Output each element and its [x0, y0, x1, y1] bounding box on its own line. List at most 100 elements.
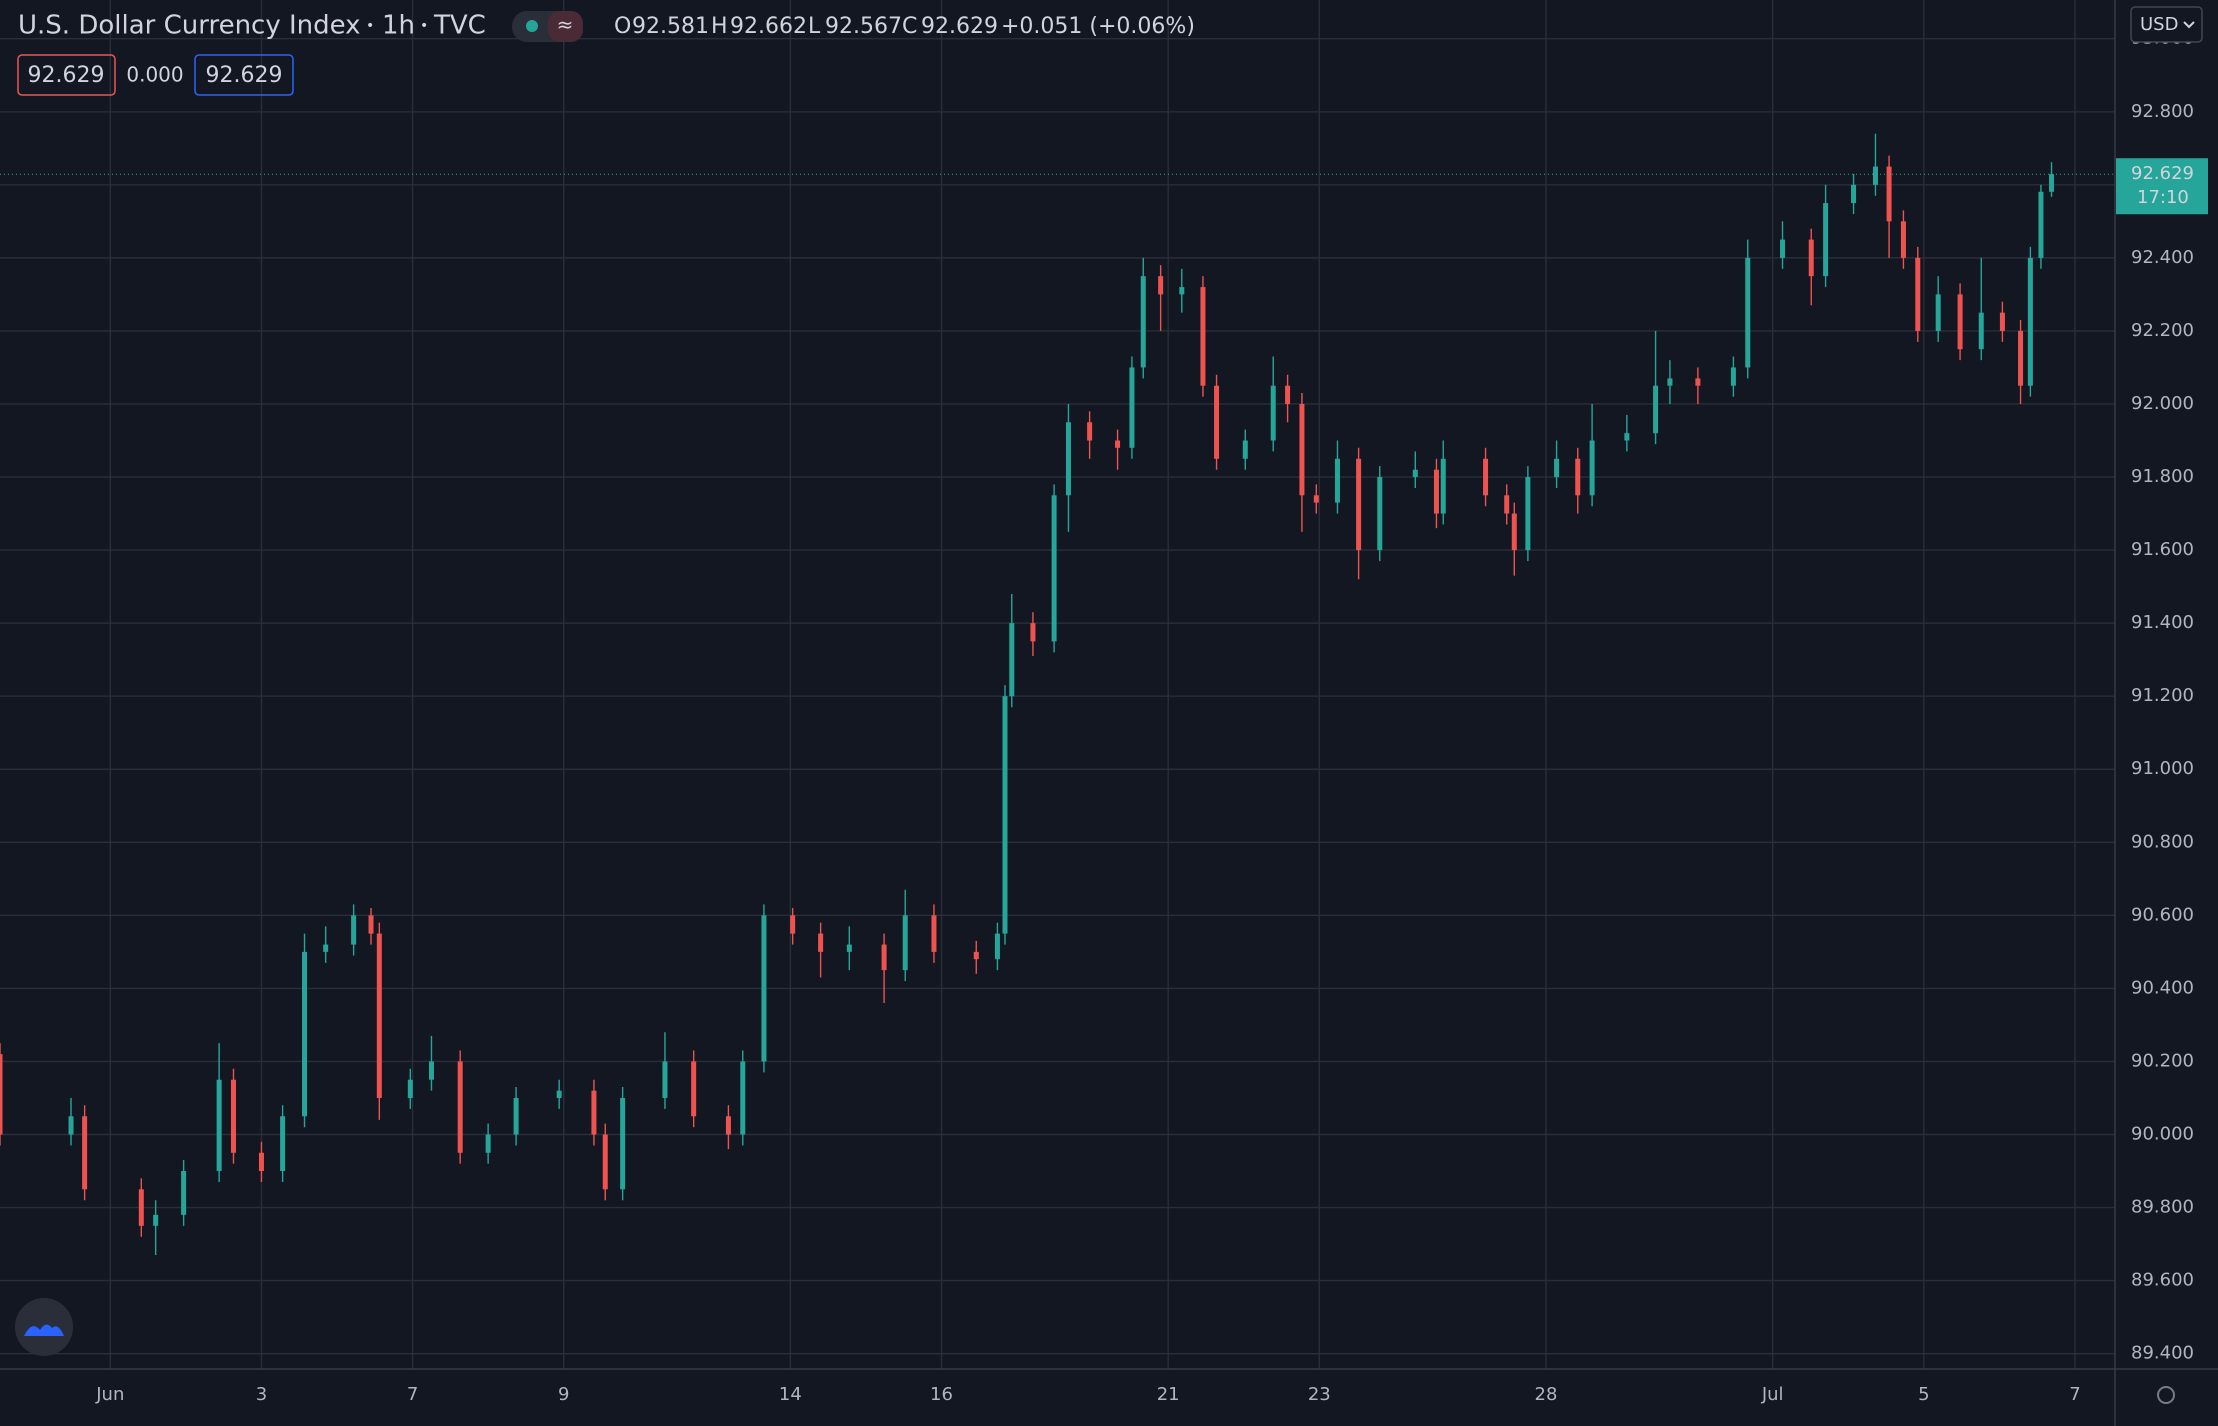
exchange: TVC — [433, 11, 486, 41]
candle-body — [556, 1090, 562, 1098]
candle-body — [2027, 257, 2033, 386]
candle-body — [1002, 696, 1008, 934]
candle-body — [485, 1134, 491, 1153]
candle-body — [1957, 294, 1963, 350]
candle-body — [1624, 433, 1630, 441]
x-tick-label: 7 — [2069, 1384, 2080, 1405]
candle-body — [662, 1061, 668, 1098]
candle-body — [1935, 294, 1941, 331]
y-tick-label: 92.000 — [2131, 393, 2194, 414]
candle-body — [1730, 367, 1736, 386]
candle-body — [1823, 203, 1829, 277]
candle-body — [725, 1116, 731, 1135]
y-tick-label: 90.800 — [2131, 831, 2194, 852]
candle-body — [258, 1152, 264, 1172]
candle-body — [2038, 191, 2044, 258]
candle-body — [216, 1079, 222, 1172]
candle-body — [1504, 495, 1510, 514]
candle-body — [1377, 477, 1383, 551]
candle-body — [1525, 477, 1531, 551]
separator: • — [366, 18, 374, 34]
x-tick-label: Jun — [95, 1384, 124, 1405]
x-tick-label: 3 — [256, 1384, 267, 1405]
x-tick-label: 23 — [1308, 1384, 1331, 1405]
candle-body — [1886, 166, 1892, 222]
x-tick-label: 28 — [1535, 1384, 1558, 1405]
y-tick-label: 91.200 — [2131, 685, 2194, 706]
candle-body — [1653, 385, 1659, 434]
candle-body — [818, 933, 824, 952]
candle-body — [1065, 422, 1071, 496]
candle-body — [302, 951, 308, 1117]
y-tick-label: 89.600 — [2131, 1270, 2194, 1291]
candle-body — [1999, 312, 2005, 331]
candle-body — [1872, 166, 1878, 185]
candle-body — [1667, 378, 1673, 386]
buy-box[interactable] — [194, 54, 294, 96]
axes: 89.40089.60089.80090.00090.20090.40090.6… — [95, 28, 2208, 1405]
candle-body — [1158, 276, 1164, 295]
last-price-label: 92.629 — [2131, 163, 2194, 184]
candle-body — [691, 1061, 697, 1117]
candle-body — [181, 1171, 187, 1215]
last-price-badge — [2116, 158, 2208, 215]
chart-title: U.S. Dollar Currency Index — [18, 11, 361, 41]
high-value: 92.662 — [730, 14, 807, 39]
candle-body — [1851, 184, 1857, 204]
candle-body — [1978, 312, 1984, 350]
x-tick-label: 14 — [779, 1384, 802, 1405]
candle-body — [740, 1061, 746, 1135]
candle-body — [994, 933, 1000, 960]
candle-body — [1140, 276, 1146, 368]
y-tick-label: 92.400 — [2131, 247, 2194, 268]
open-label: O — [614, 14, 631, 39]
open-value: 92.581 — [632, 14, 709, 39]
candle-body — [1575, 458, 1581, 496]
candle-body — [351, 915, 357, 945]
candle-body — [1200, 287, 1206, 386]
y-tick-label: 90.600 — [2131, 904, 2194, 925]
candle-body — [153, 1214, 159, 1226]
candle-body — [1129, 367, 1135, 448]
y-tick-label: 92.200 — [2131, 320, 2194, 341]
sell-price[interactable]: 92.629 — [28, 63, 105, 88]
y-tick-label: 89.400 — [2131, 1343, 2194, 1364]
candle-body — [1242, 440, 1248, 459]
candle-body — [0, 1054, 3, 1135]
y-tick-label: 91.600 — [2131, 539, 2194, 560]
candle-body — [1030, 623, 1036, 642]
market-status-dot — [526, 20, 538, 32]
spread: 0.000 — [126, 63, 183, 87]
candle-body — [68, 1116, 74, 1135]
interval[interactable]: 1h — [382, 11, 415, 41]
candle-body — [1483, 458, 1489, 496]
candle-body — [761, 915, 767, 1062]
candle-body — [280, 1116, 286, 1172]
dropdown-arrow — [2183, 21, 2195, 29]
candle-body — [1051, 495, 1057, 642]
high-label: H — [711, 14, 728, 39]
candle-body — [323, 944, 329, 952]
x-tick-label: Jul — [1761, 1384, 1784, 1405]
currency-selector[interactable] — [2130, 6, 2203, 43]
settings-icon[interactable] — [2157, 1386, 2175, 1404]
logo-icon — [24, 1324, 64, 1336]
candle-body — [1334, 458, 1340, 503]
low-value: 92.567 — [825, 14, 902, 39]
candle-body — [2049, 174, 2055, 192]
sell-box[interactable] — [17, 54, 116, 96]
candle-body — [620, 1097, 626, 1190]
buy-price[interactable]: 92.629 — [206, 63, 283, 88]
y-tick-label: 90.000 — [2131, 1124, 2194, 1145]
currency-label[interactable]: USD — [2140, 14, 2178, 35]
candle-body — [82, 1116, 88, 1190]
candle-body — [1915, 257, 1921, 331]
candle-body — [1115, 440, 1121, 448]
candle-body — [1356, 458, 1362, 551]
candle-body — [368, 915, 374, 934]
data-delay-badge — [548, 11, 583, 42]
candle-body — [1511, 513, 1517, 551]
candle-body — [1009, 623, 1015, 697]
candle-body — [376, 933, 382, 1098]
